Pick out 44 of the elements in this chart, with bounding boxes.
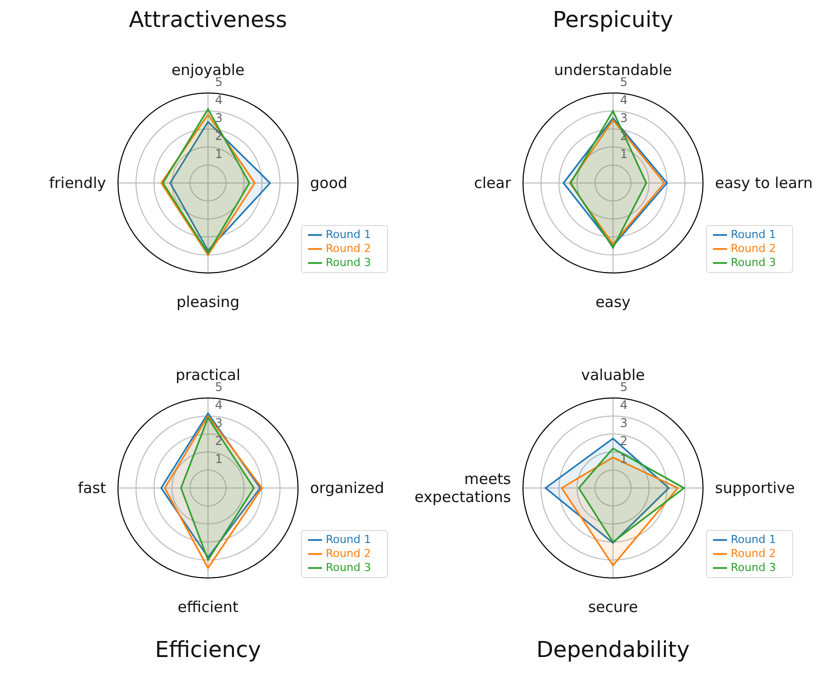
legend-label: Round 2	[730, 242, 776, 256]
spoke-label: good	[310, 174, 348, 192]
spoke-label: easy	[595, 293, 631, 311]
chart-title: Perspicuity	[552, 8, 674, 33]
legend-label: Round 2	[326, 547, 371, 560]
y-tick-label: 3	[620, 416, 628, 430]
spoke-label: efficient	[178, 598, 238, 616]
legend-label: Round 3	[326, 256, 371, 270]
y-tick-label: 3	[215, 111, 223, 125]
y-tick-label: 1	[215, 452, 223, 466]
legend-label: Round 3	[326, 561, 371, 574]
spoke-label: easy to learn	[715, 174, 813, 192]
y-tick-label: 2	[620, 434, 628, 448]
spoke-label: organized	[310, 479, 384, 497]
spoke-label: friendly	[49, 174, 106, 192]
legend-label: Round 1	[326, 228, 371, 242]
legend-label: Round 2	[730, 547, 776, 560]
legend-label: Round 1	[730, 228, 776, 242]
y-tick-label: 5	[620, 75, 628, 89]
y-tick-label: 4	[620, 398, 628, 412]
y-tick-label: 3	[215, 416, 223, 430]
spoke-label: clear	[474, 174, 512, 192]
legend-label: Round 3	[730, 256, 776, 270]
y-tick-label: 2	[215, 434, 223, 448]
spoke-label: supportive	[715, 479, 795, 497]
y-tick-label: 3	[620, 111, 628, 125]
y-tick-label: 4	[215, 93, 223, 107]
y-tick-label: 5	[620, 380, 628, 394]
spoke-label: fast	[78, 479, 106, 497]
y-tick-label: 2	[215, 129, 223, 143]
text: Dependability	[535, 638, 691, 663]
y-tick-label: 1	[215, 147, 223, 161]
spoke-label: meets expectations	[414, 470, 512, 506]
legend-label: Round 3	[730, 561, 776, 574]
spoke-label: pleasing	[176, 293, 240, 311]
y-tick-label: 4	[620, 93, 628, 107]
legend-label: Round 1	[730, 533, 776, 546]
legend-label: Round 1	[326, 533, 371, 546]
spoke-label: secure	[588, 598, 638, 616]
legend-label: Round 2	[326, 242, 371, 256]
y-tick-label: 4	[215, 398, 223, 412]
y-tick-label: 1	[620, 147, 628, 161]
chart-title: Attractiveness	[128, 8, 288, 33]
text: Efficiency	[154, 638, 262, 663]
